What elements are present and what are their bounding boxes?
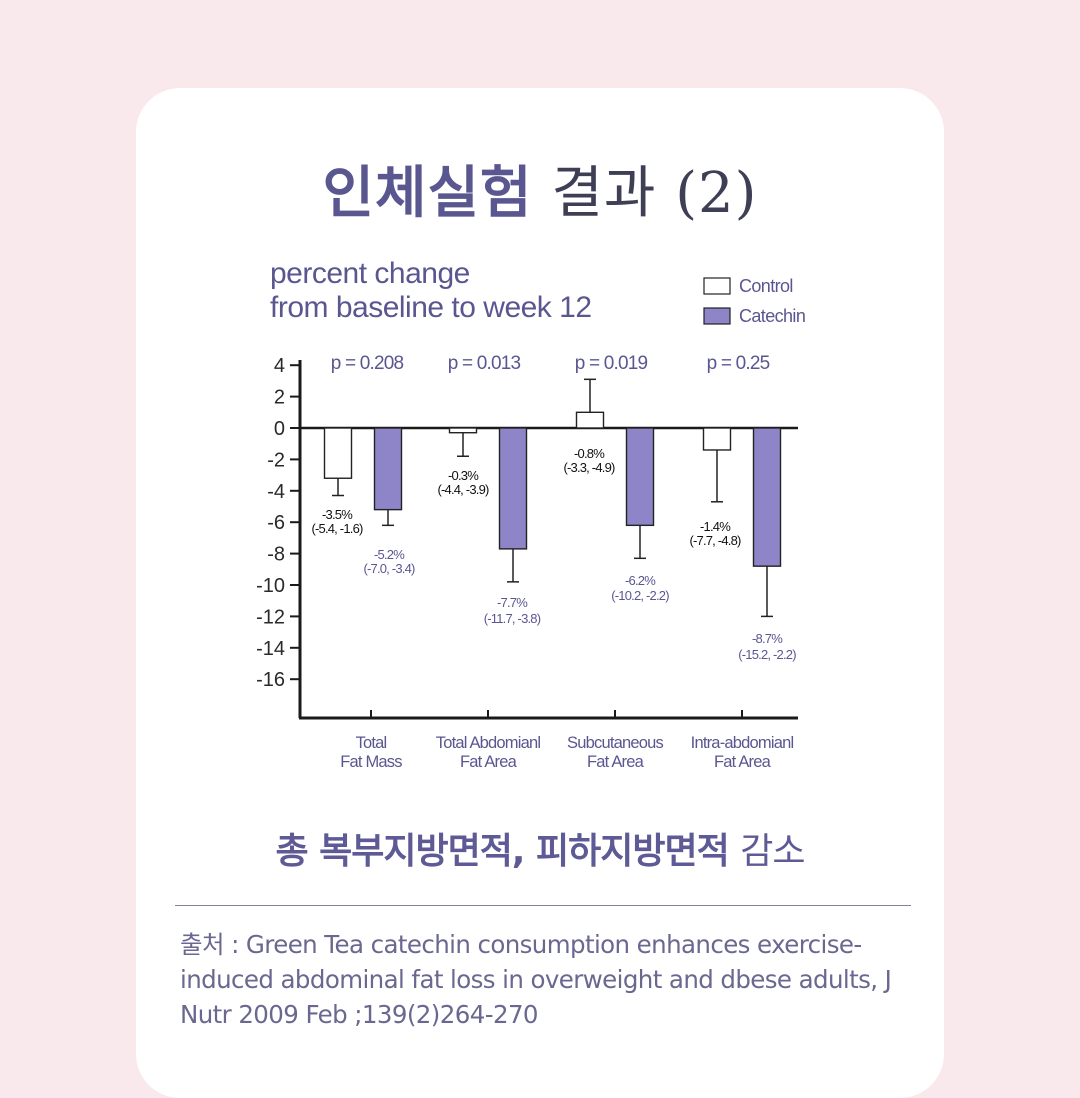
y-tick-label: 2 <box>274 387 285 409</box>
y-tick-label: -14 <box>256 638 285 660</box>
control-ci-label: (-5.4, -1.6) <box>311 521 363 536</box>
p-value-label: p = 0.208 <box>331 353 404 374</box>
catechin-ci-label: (-11.7, -3.8) <box>484 611 541 626</box>
x-tick-label: Total Abdomianl <box>436 734 541 752</box>
catechin-ci-label: (-10.2, -2.2) <box>611 588 669 603</box>
control-value-label: -0.3% <box>448 468 479 483</box>
catechin-value-label: -7.7% <box>497 595 528 610</box>
control-bar <box>448 427 478 434</box>
legend-label-control: Control <box>739 276 793 296</box>
catechin-bar <box>625 427 655 527</box>
control-value-label: -3.5% <box>322 507 353 522</box>
control-value-label: -1.4% <box>700 519 731 534</box>
x-tick-label: Intra-abdomianl <box>691 734 794 752</box>
y-tick-label: -6 <box>267 512 285 534</box>
y-tick-label: -2 <box>267 449 285 471</box>
legend-swatch-control <box>703 277 731 295</box>
legend-swatch-catechin <box>703 307 731 325</box>
source-citation: 출처 : Green Tea catechin consumption enha… <box>180 930 892 1029</box>
y-axis-title: percent change <box>270 257 470 290</box>
catechin-ci-label: (-7.0, -3.4) <box>363 561 415 576</box>
catechin-value-label: -5.2% <box>374 547 405 562</box>
content-card <box>136 88 944 1098</box>
x-tick-label: Total <box>356 734 387 752</box>
divider <box>175 905 911 906</box>
catechin-ci-label: (-15.2, -2.2) <box>738 647 796 662</box>
x-tick-label: Subcutaneous <box>567 734 663 752</box>
title-part-2: 결과 (2) <box>551 161 758 226</box>
x-tick-label: Fat Area <box>460 753 518 771</box>
control-bar <box>323 427 353 479</box>
headline-normal: 감소 <box>740 831 805 872</box>
x-tick-label: Fat Area <box>714 753 772 771</box>
x-tick-label: Fat Area <box>587 753 645 771</box>
y-tick-label: 4 <box>274 355 285 377</box>
y-tick-label: -4 <box>267 481 285 503</box>
y-axis-title: from baseline to week 12 <box>270 291 592 324</box>
catechin-value-label: -8.7% <box>752 631 783 646</box>
control-ci-label: (-7.7, -4.8) <box>689 533 741 548</box>
catechin-bar <box>498 427 528 550</box>
headline: 총 복부지방면적, 피하지방면적 감소 <box>0 822 1080 874</box>
catechin-bar <box>373 427 403 511</box>
control-ci-label: (-4.4, -3.9) <box>437 482 489 497</box>
p-value-label: p = 0.25 <box>707 353 770 374</box>
catechin-value-label: -6.2% <box>625 573 656 588</box>
title-part-1: 인체실험 <box>322 160 533 226</box>
control-bar <box>702 427 732 451</box>
control-bar <box>575 411 605 429</box>
y-tick-label: -8 <box>267 544 285 566</box>
control-ci-label: (-3.3, -4.9) <box>563 460 615 475</box>
headline-bold: 총 복부지방면적, 피하지방면적 <box>275 831 729 872</box>
y-tick-label: -10 <box>256 575 285 597</box>
legend-label-catechin: Catechin <box>739 306 805 326</box>
x-tick-label: Fat Mass <box>340 753 402 771</box>
y-tick-label: -12 <box>256 606 285 628</box>
p-value-label: p = 0.013 <box>448 353 521 374</box>
page-title: 인체실험 결과 (2) <box>0 148 1080 229</box>
control-value-label: -0.8% <box>574 446 605 461</box>
p-value-label: p = 0.019 <box>575 353 648 374</box>
catechin-bar <box>752 427 782 567</box>
y-tick-label: -16 <box>256 669 285 691</box>
y-tick-label: 0 <box>274 418 285 440</box>
